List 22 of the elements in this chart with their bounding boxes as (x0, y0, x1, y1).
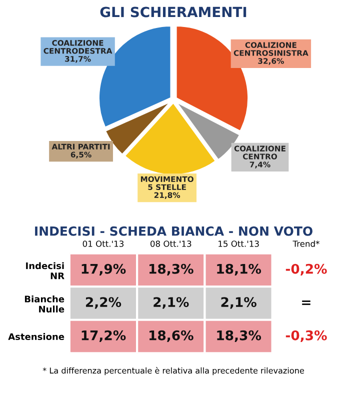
data-label: 18,1% (217, 264, 262, 276)
data-label: 2,1% (154, 297, 189, 309)
x-tick-label: 01 Ott.'13 (82, 240, 124, 247)
x-tick-label: 15 Ott.'13 (218, 240, 259, 247)
y-tick-label: Astensione (8, 333, 64, 340)
x-tick-label: 08 Ott.'13 (150, 240, 192, 247)
y-tick-label: Indecisi NR (26, 262, 64, 280)
data-label: 2,2% (86, 297, 122, 309)
data-label: 2,1% (221, 297, 256, 309)
data-label: -0,3% (286, 330, 327, 342)
text: = (302, 300, 310, 305)
data-label: 18,6% (150, 330, 194, 342)
data-label: -0,2% (286, 264, 327, 276)
data-label: 18,3% (217, 330, 262, 342)
data-label: 17,9% (82, 264, 126, 276)
chart-title: GLI SCHIERAMENTI (100, 6, 246, 18)
x-tick-label: Trend* (292, 240, 320, 247)
chart-title: INDECISI - SCHEDA BIANCA - NON VOTO (35, 226, 312, 236)
y-tick-label: Bianche Nulle (24, 295, 64, 313)
data-label: 18,3% (150, 264, 194, 276)
text: * La differenza percentuale è relativa alla precedente rilevazione (42, 367, 304, 376)
data-label: 17,2% (82, 330, 126, 342)
